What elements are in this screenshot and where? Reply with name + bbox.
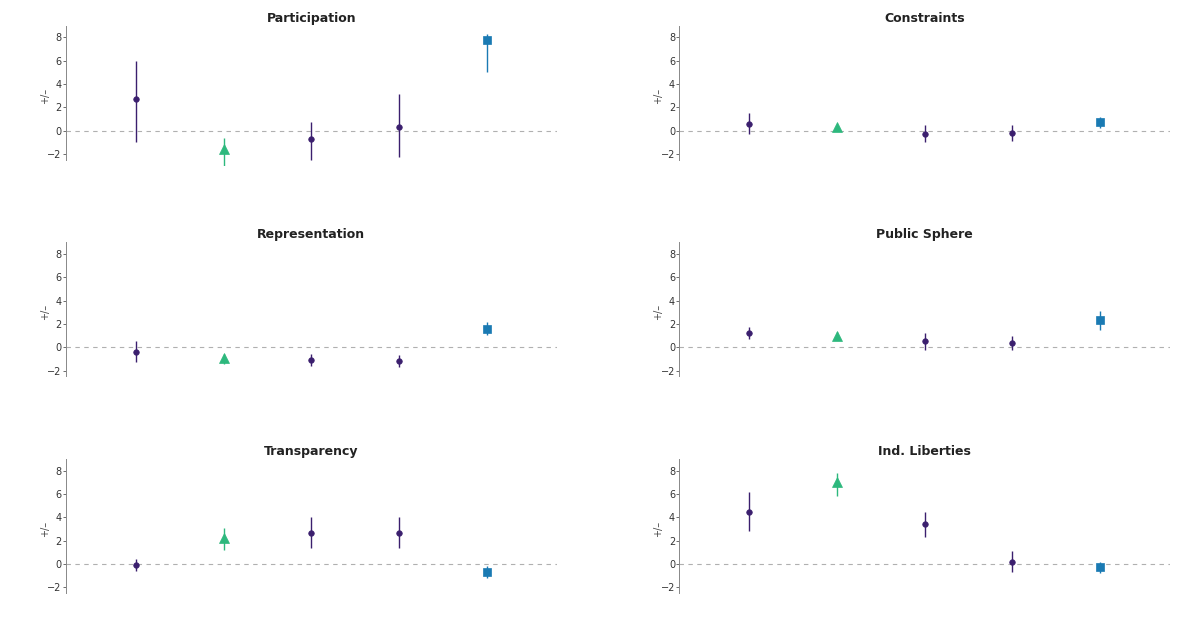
Title: Ind. Liberties: Ind. Liberties [878, 445, 971, 458]
Y-axis label: +/–: +/– [40, 304, 49, 321]
Y-axis label: +/–: +/– [653, 88, 664, 104]
Y-axis label: +/–: +/– [653, 521, 664, 537]
Title: Participation: Participation [266, 12, 356, 24]
Y-axis label: +/–: +/– [40, 88, 49, 104]
Y-axis label: +/–: +/– [653, 304, 664, 321]
Title: Public Sphere: Public Sphere [876, 228, 973, 242]
Title: Representation: Representation [257, 228, 365, 242]
Y-axis label: +/–: +/– [40, 521, 49, 537]
Title: Constraints: Constraints [884, 12, 965, 24]
Title: Transparency: Transparency [264, 445, 359, 458]
